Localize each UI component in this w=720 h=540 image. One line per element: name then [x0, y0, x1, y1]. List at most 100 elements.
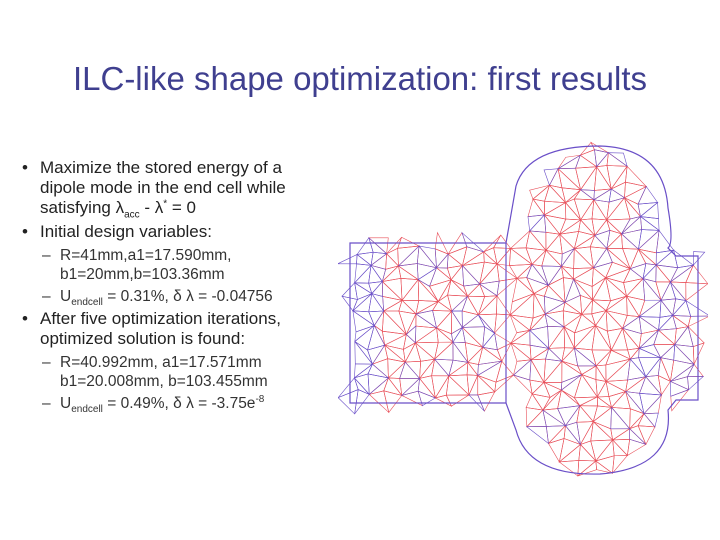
- mesh-triangle: [541, 249, 563, 267]
- mesh-triangle: [655, 281, 671, 302]
- mesh-triangle: [434, 248, 449, 269]
- mesh-triangle: [431, 358, 450, 377]
- mesh-triangle: [639, 201, 659, 219]
- mesh-triangle: [544, 310, 565, 328]
- mesh-triangle: [482, 326, 496, 349]
- mesh-triangle: [670, 380, 690, 397]
- mesh-triangle: [445, 375, 470, 396]
- mesh-triangle: [478, 280, 500, 297]
- mesh-triangle: [580, 165, 598, 191]
- mesh-triangle: [638, 344, 662, 359]
- mesh-triangle: [356, 237, 374, 255]
- mesh-triangle: [529, 379, 545, 395]
- mesh-triangle: [354, 363, 373, 379]
- mesh-triangle: [670, 264, 694, 283]
- mesh-triangle: [400, 277, 419, 302]
- mesh-triangle: [622, 328, 640, 351]
- mesh-triangle: [398, 265, 420, 281]
- mesh-triangle: [606, 197, 631, 221]
- mesh-triangle: [565, 201, 582, 221]
- mesh-triangle: [529, 184, 550, 200]
- mesh-triangle: [370, 264, 387, 283]
- mesh-triangle: [579, 396, 598, 407]
- mesh-triangle: [542, 409, 567, 427]
- mesh-triangle: [589, 234, 608, 249]
- mesh-triangle: [657, 328, 677, 346]
- sub-bullet-optimized-u: – Uendcell = 0.49%, δ λ = -3.75e-8: [42, 393, 265, 416]
- mesh-triangle: [547, 326, 565, 350]
- mesh-triangle: [573, 347, 597, 367]
- mesh-triangle: [529, 358, 545, 383]
- mesh-triangle: [354, 389, 370, 415]
- mesh-triangle: [606, 327, 624, 352]
- mesh-triangle: [594, 149, 609, 168]
- mesh-triangle: [509, 247, 533, 266]
- mesh-triangle: [466, 374, 479, 397]
- mesh-triangle: [559, 231, 580, 250]
- mesh-triangle: [591, 310, 607, 327]
- mesh-triangle: [417, 266, 438, 287]
- mesh-triangle: [685, 299, 708, 317]
- bullet-line: dipole mode in the end cell while: [40, 178, 286, 197]
- mesh-triangle: [509, 292, 535, 319]
- mesh-triangle: [591, 299, 607, 315]
- mesh-triangle: [573, 231, 596, 250]
- mesh-triangle: [462, 251, 485, 266]
- mesh-triangle: [595, 460, 613, 474]
- mesh-triangle: [526, 263, 550, 286]
- mesh-triangle: [623, 278, 644, 297]
- mesh-triangle: [496, 342, 512, 362]
- mesh-triangle: [415, 310, 438, 329]
- mesh-triangle: [578, 443, 597, 462]
- mesh-triangle: [645, 356, 662, 378]
- mesh-triangle: [509, 230, 531, 249]
- mesh-triangle: [674, 325, 694, 347]
- mesh-triangle: [621, 215, 642, 235]
- mesh-triangle: [370, 251, 388, 267]
- mesh-triangle: [525, 426, 549, 445]
- mesh-triangle: [338, 253, 358, 265]
- mesh-triangle: [385, 253, 400, 270]
- mesh-triangle: [542, 389, 562, 411]
- mesh-triangle: [643, 412, 659, 428]
- mesh-triangle: [467, 295, 486, 316]
- bullet-marker: •: [22, 222, 28, 241]
- mesh-triangle: [436, 327, 454, 343]
- mesh-triangle: [452, 326, 466, 343]
- mesh-triangle: [610, 181, 626, 199]
- mesh-triangle: [556, 154, 581, 170]
- mesh-triangle: [416, 263, 438, 281]
- mesh-triangle: [559, 233, 575, 255]
- mesh-triangle: [593, 188, 612, 203]
- mesh-triangle: [530, 358, 546, 384]
- mesh-triangle: [622, 248, 639, 270]
- mesh-triangle: [417, 278, 439, 302]
- mesh-triangle: [672, 314, 689, 330]
- mesh-triangle: [637, 229, 660, 254]
- sub-bullet-optimized-vars: – R=40.992mm, a1=17.571mm b1=20.008mm, b…: [42, 354, 268, 390]
- mesh-triangle: [638, 299, 662, 318]
- mesh-triangle: [612, 439, 629, 457]
- mesh-triangle: [687, 363, 704, 377]
- bullet-line: Maximize the stored energy of a: [40, 158, 282, 177]
- mesh-triangle: [529, 325, 550, 350]
- mesh-triangle: [575, 166, 598, 191]
- mesh-triangle: [625, 295, 646, 318]
- mesh-triangle: [545, 347, 563, 362]
- mesh-triangle: [557, 389, 581, 409]
- mesh-triangle: [607, 152, 628, 168]
- mesh-triangle: [637, 425, 656, 446]
- mesh-triangle: [563, 313, 583, 334]
- mesh-triangle: [594, 229, 611, 250]
- mesh-triangle: [399, 361, 421, 379]
- mesh-triangle: [386, 247, 399, 267]
- mesh-triangle: [557, 405, 581, 427]
- mesh-triangle: [621, 316, 642, 335]
- mesh-triangle: [451, 310, 463, 329]
- mesh-triangle: [386, 237, 402, 254]
- mesh-triangle: [591, 267, 607, 288]
- mesh-triangle: [531, 381, 551, 398]
- mesh-triangle: [548, 326, 565, 349]
- mesh-triangle: [673, 343, 695, 365]
- mesh-triangle: [595, 439, 615, 462]
